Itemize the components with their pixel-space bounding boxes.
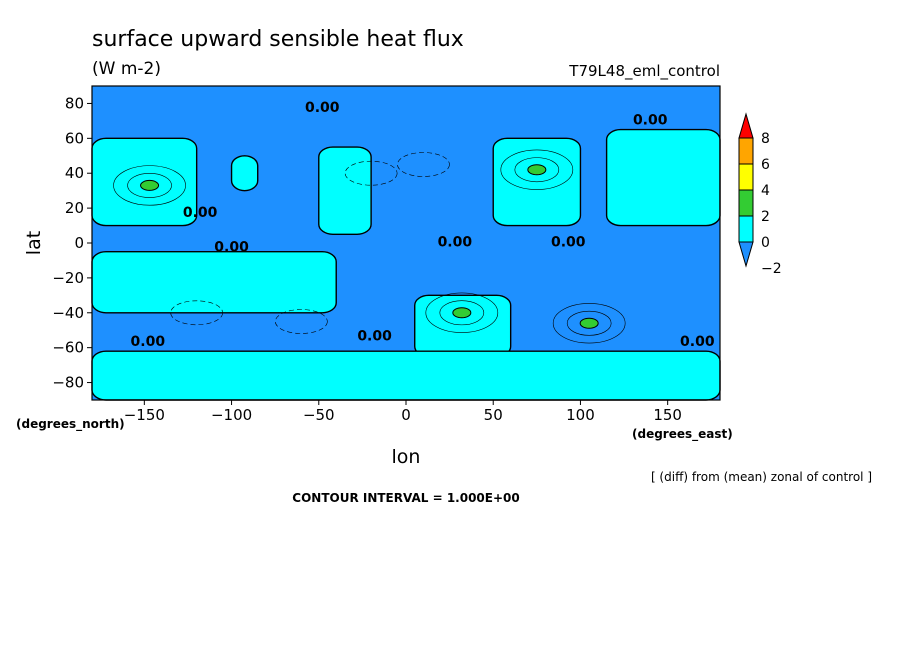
colorbar-label: 4 <box>761 183 770 199</box>
contour-ring-1-1 <box>425 292 499 333</box>
contour-ring-2-0 <box>566 310 612 336</box>
contour-interval-text: CONTOUR INTERVAL = 1.000E+00 <box>292 491 519 505</box>
positive-region-north-atlantic <box>318 146 372 235</box>
colorbar-label: 0 <box>761 235 770 251</box>
x-unit-label: (degrees_east) <box>632 427 733 442</box>
colorbar-segment <box>738 137 754 165</box>
colorbar-label: 8 <box>761 131 770 147</box>
contour-label-zero: 0.00 <box>357 329 392 345</box>
y-tick-label: −40 <box>52 304 84 322</box>
colorbar-segment <box>738 215 754 243</box>
colorbar-segment <box>738 163 754 191</box>
contour-label-zero: 0.00 <box>680 334 715 350</box>
contour-lines <box>113 149 626 344</box>
x-tick-label: −150 <box>124 406 165 424</box>
x-axis-ticks: −150 −100 −50 0 50 100 150 <box>124 400 682 424</box>
colorbar-bottom-triangle <box>738 241 754 268</box>
x-tick-label: 100 <box>566 406 595 424</box>
negative-contour-0 <box>344 160 398 186</box>
x-tick-label: −50 <box>303 406 335 424</box>
y-tick-label: −20 <box>52 269 84 287</box>
hotspot-0 <box>527 164 547 176</box>
hotspot-2 <box>579 317 599 329</box>
y-unit-label: (degrees_north) <box>16 417 125 432</box>
colorbar-label: −2 <box>761 261 782 277</box>
colorbar-top-triangle <box>738 112 754 139</box>
y-tick-label: 80 <box>65 94 84 112</box>
contour-label-zero: 0.00 <box>438 234 473 250</box>
colorbar-segment <box>738 189 754 217</box>
contour-ring-0-0 <box>514 157 560 183</box>
contour-label-zero: 0.00 <box>551 234 586 250</box>
contour-labels: 0.00 0.00 0.00 0.00 0.00 0.00 0.00 0.00 0.00 <box>131 100 715 350</box>
colorbar-label: 2 <box>761 209 770 225</box>
x-tick-label: 50 <box>484 406 503 424</box>
positive-regions <box>91 128 721 401</box>
contour-label-zero: 0.00 <box>183 205 218 221</box>
chart-title: surface upward sensible heat flux <box>92 27 464 52</box>
contour-ring-1-0 <box>439 300 485 326</box>
negative-contour-1 <box>170 300 223 326</box>
y-axis-ticks: 80 60 40 20 0 −20 −40 −60 −80 <box>52 94 92 392</box>
hotspot-1 <box>452 307 472 319</box>
positive-region-tropical-pacific <box>91 251 337 314</box>
contour-label-zero: 0.00 <box>131 334 166 350</box>
plot-area: 0.00 0.00 0.00 0.00 0.00 0.00 0.00 0.00 0.00 −15… <box>52 85 721 424</box>
run-label: T79L48_eml_control <box>568 62 720 81</box>
contour-ring-0-1 <box>500 149 574 190</box>
colorbar: 8 6 4 2 0 −2 <box>738 112 782 277</box>
y-tick-label: 60 <box>65 129 84 147</box>
y-tick-label: −80 <box>52 374 84 392</box>
units-label: (W m-2) <box>92 59 161 79</box>
contour-label-zero: 0.00 <box>633 112 668 128</box>
y-tick-label: 0 <box>74 234 84 252</box>
y-tick-label: −60 <box>52 339 84 357</box>
y-axis-label: lat <box>23 231 45 255</box>
contour-label-zero: 0.00 <box>214 240 249 256</box>
x-axis-label: lon <box>392 446 421 468</box>
positive-region-north-america-west <box>230 155 259 192</box>
contour-ring-2-1 <box>552 303 626 344</box>
x-tick-label: 0 <box>401 406 411 424</box>
x-tick-label: −100 <box>211 406 252 424</box>
hotspot-3 <box>140 179 160 191</box>
colorbar-label: 6 <box>761 157 770 173</box>
negative-contour-3 <box>275 309 328 334</box>
positive-region-southern-ocean <box>91 350 721 401</box>
y-tick-label: 40 <box>65 164 84 182</box>
contour-ring-3-0 <box>127 173 172 198</box>
source-note: [ (diff) from (mean) zonal of control ] <box>651 470 872 484</box>
negative-contour-2 <box>397 152 450 177</box>
y-tick-label: 20 <box>65 199 84 217</box>
x-tick-label: 150 <box>653 406 682 424</box>
contour-ring-3-1 <box>113 165 186 206</box>
contour-label-zero: 0.00 <box>305 100 340 116</box>
positive-region-east-asia-pacific <box>605 128 721 227</box>
hotspot-regions <box>140 164 599 329</box>
